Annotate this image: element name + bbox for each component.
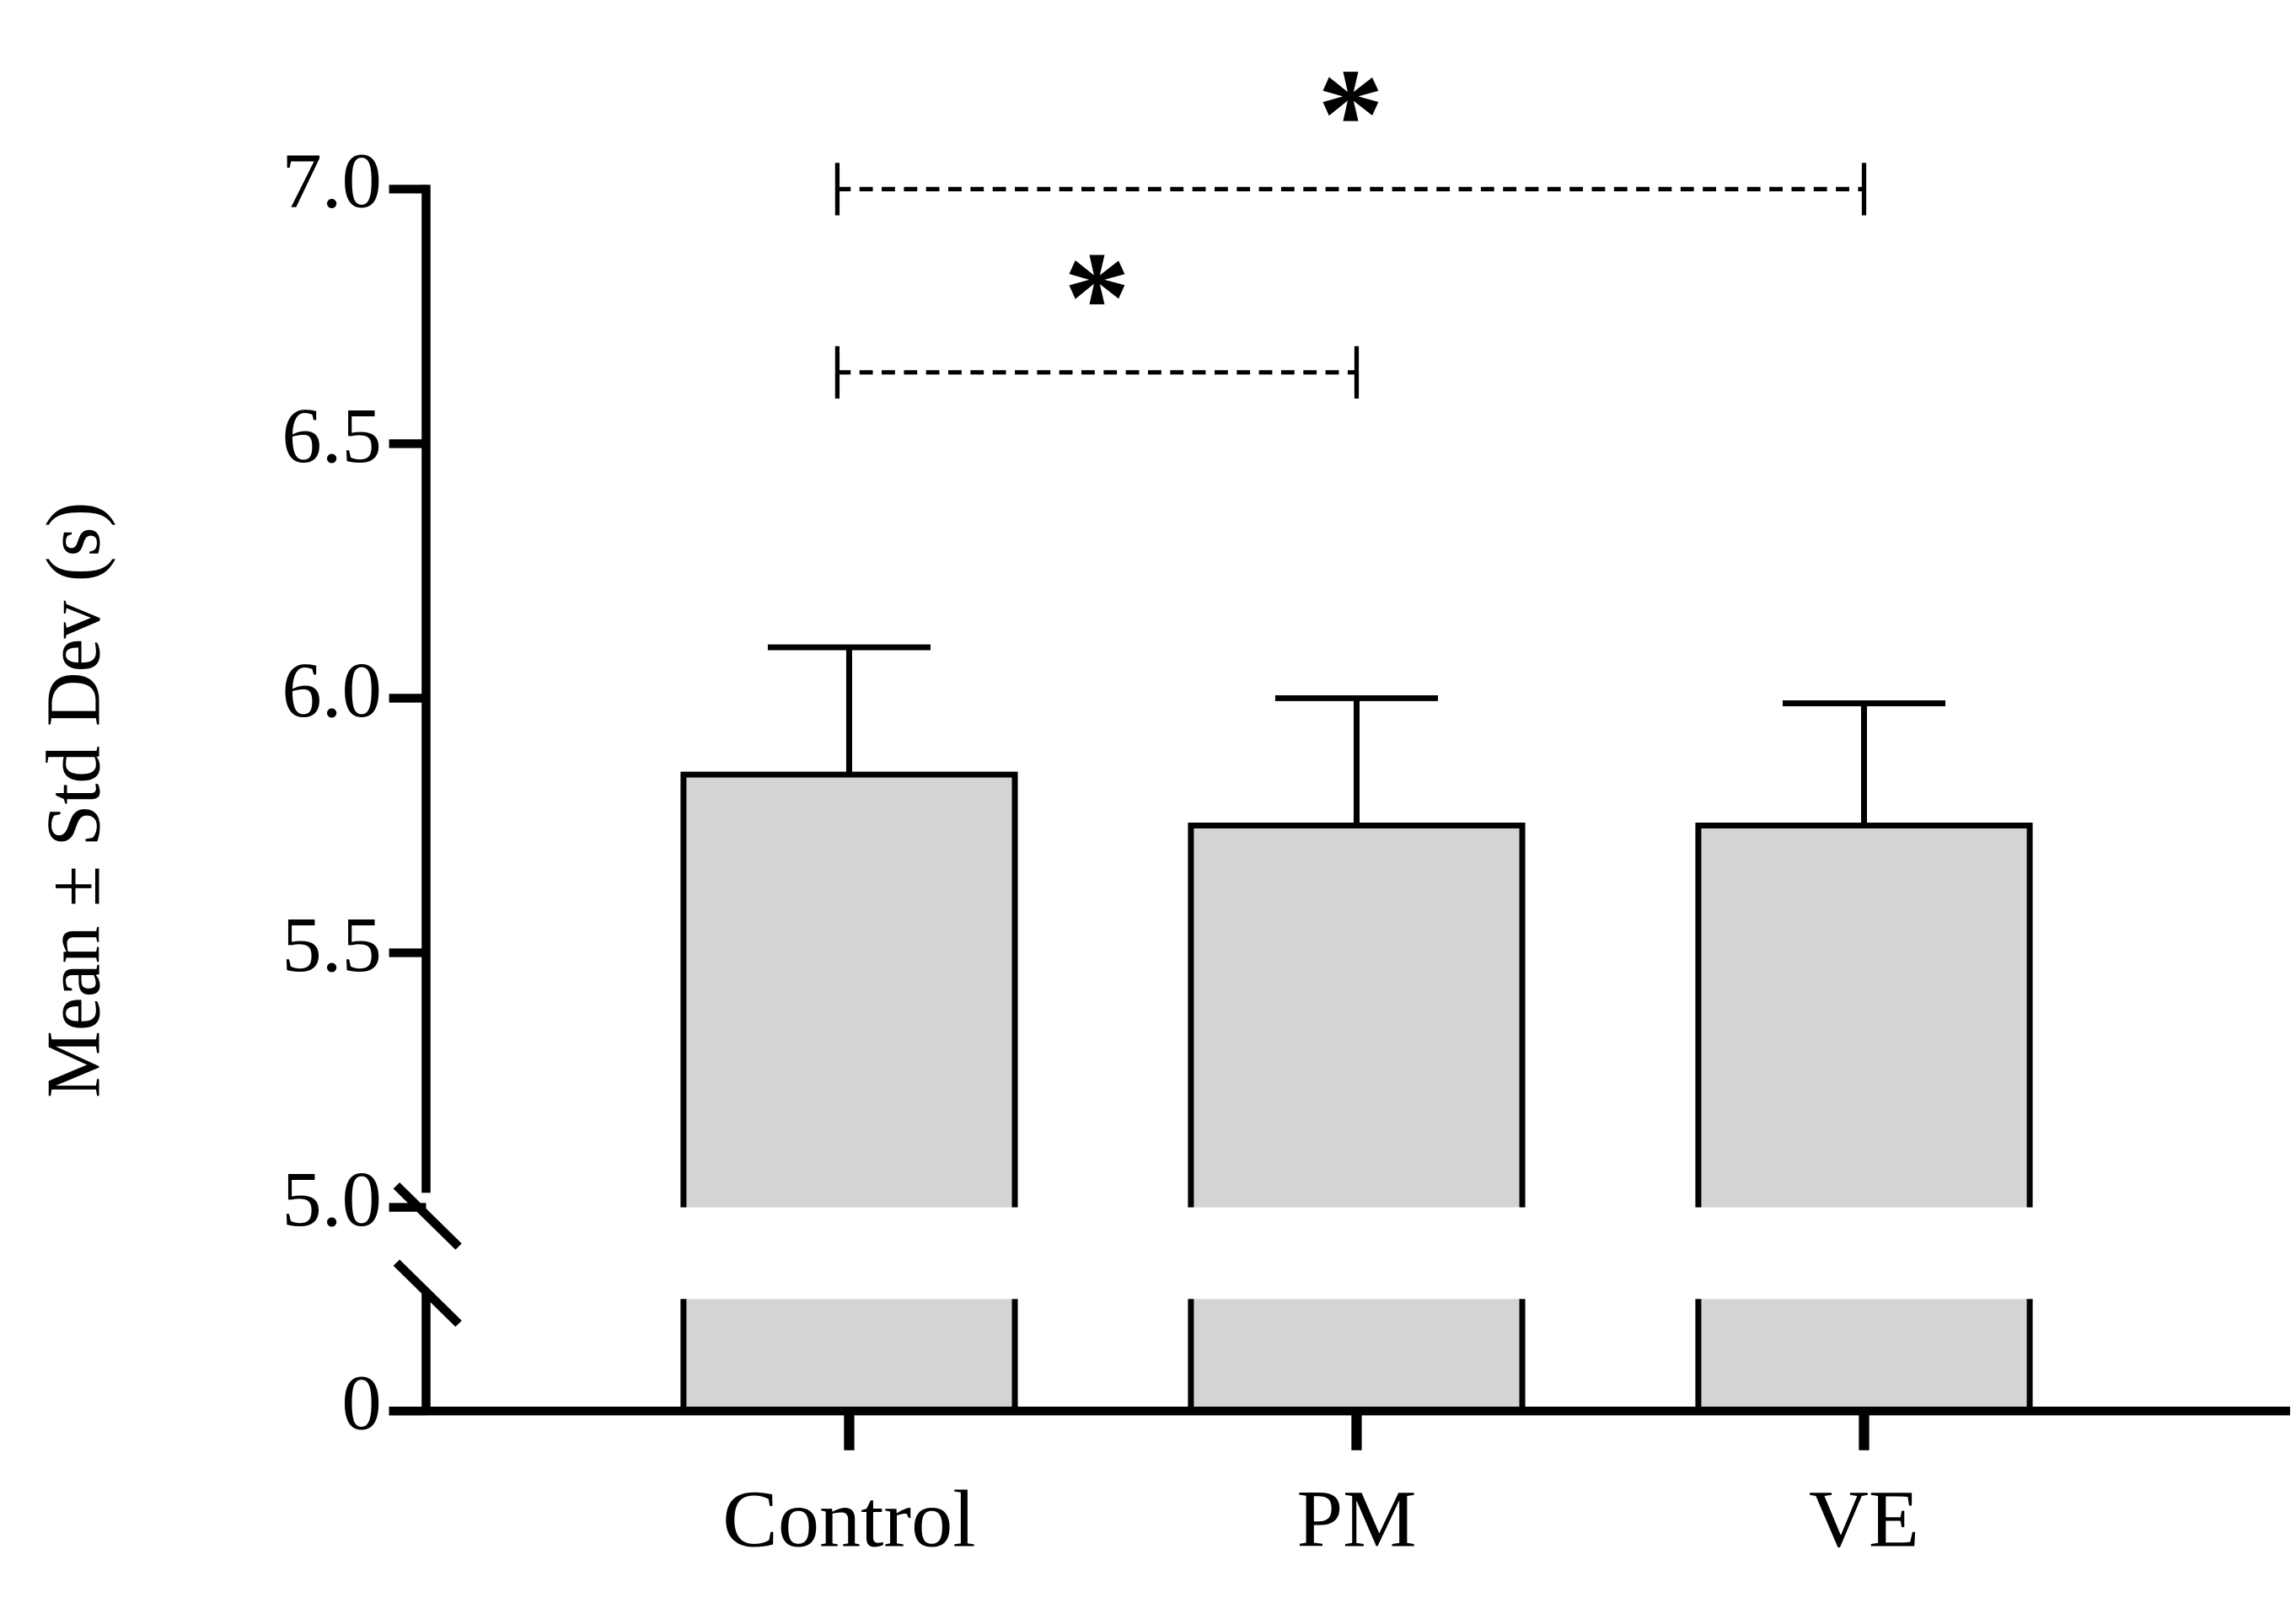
bar <box>1695 823 2033 1414</box>
y-tick-label: 6.5 <box>282 392 381 479</box>
x-tick-label: Control <box>722 1474 975 1564</box>
y-axis-label: Mean ± Std Dev (s) <box>30 502 116 1098</box>
x-tick-label: VE <box>1809 1474 1919 1564</box>
y-tick-label: 7.0 <box>282 137 381 224</box>
bar <box>1188 823 1526 1414</box>
significance-label: * <box>1064 224 1130 370</box>
significance-label: * <box>1317 41 1384 187</box>
y-tick-label: 6.0 <box>282 647 381 734</box>
y-tick-label: 0 <box>341 1359 381 1446</box>
axis-break-gap <box>399 1207 2101 1300</box>
bar <box>680 771 1018 1414</box>
y-tick-label: 5.0 <box>282 1156 381 1243</box>
break-mark <box>393 1182 462 1250</box>
y-tick-label: 5.5 <box>282 902 381 989</box>
x-tick-label: PM <box>1296 1474 1416 1564</box>
break-mark <box>393 1259 462 1327</box>
